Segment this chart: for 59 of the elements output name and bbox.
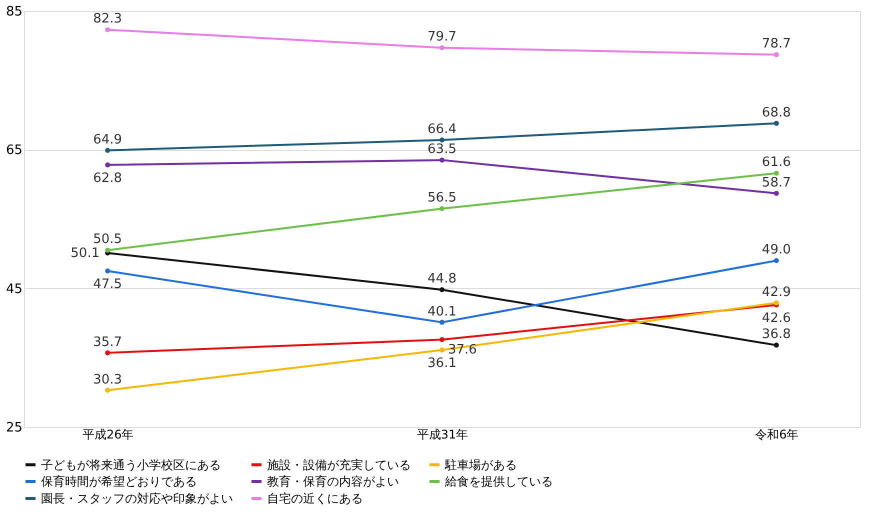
point	[774, 258, 779, 264]
data-label: 36.1	[428, 356, 456, 372]
point	[105, 148, 110, 153]
data-label: 63.5	[428, 142, 456, 158]
x-tick-label: 平成31年	[416, 428, 468, 442]
legend-label: 保育時間が希望どおりである	[41, 474, 197, 488]
point	[774, 170, 779, 176]
point	[440, 158, 444, 163]
data-label: 50.1	[70, 246, 100, 261]
data-label: 64.9	[93, 132, 122, 148]
point	[440, 45, 444, 50]
data-label: 30.3	[93, 372, 122, 388]
point	[105, 27, 110, 32]
point	[774, 120, 779, 126]
data-label: 42.9	[762, 284, 791, 300]
point	[774, 52, 779, 58]
point	[105, 248, 110, 253]
point	[440, 337, 444, 342]
legend-label: 施設・設備が充実している	[267, 458, 411, 472]
data-label: 42.6	[762, 310, 791, 326]
data-label: 62.8	[93, 170, 122, 186]
data-label: 47.5	[93, 277, 122, 292]
data-label: 36.8	[762, 327, 791, 342]
data-label: 56.5	[428, 190, 456, 206]
legend-label: 教育・保育の内容がよい	[267, 474, 399, 488]
legend-label: 給食を提供している	[444, 474, 553, 488]
y-tick-label: 85	[6, 4, 22, 20]
data-label: 58.7	[762, 175, 791, 190]
data-label: 61.6	[762, 155, 791, 170]
point	[774, 342, 779, 348]
point	[105, 162, 110, 168]
x-tick-label: 令和6年	[755, 428, 799, 442]
data-label: 82.3	[93, 12, 122, 27]
y-tick-label: 65	[6, 143, 22, 158]
data-label: 35.7	[93, 334, 122, 350]
legend-label: 子どもが将来通う小学校区にある	[41, 458, 221, 472]
point	[440, 287, 444, 292]
data-label: 40.1	[428, 304, 456, 320]
point	[440, 320, 444, 325]
data-label: 68.8	[762, 105, 791, 120]
legend-label: 自宅の近くにある	[267, 492, 363, 506]
data-label: 44.8	[428, 272, 456, 287]
legend-label: 駐車場がある	[444, 458, 517, 472]
legend-label: 園長・スタッフの対応や印象がよい	[41, 492, 233, 506]
point	[105, 268, 110, 274]
point	[440, 137, 444, 142]
x-tick-label: 平成26年	[82, 428, 134, 442]
y-tick-label: 25	[6, 420, 22, 436]
point	[440, 206, 444, 212]
data-label: 49.0	[762, 242, 791, 258]
data-label: 50.5	[93, 232, 122, 248]
data-label: 66.4	[428, 122, 456, 137]
data-label: 78.7	[762, 36, 791, 52]
y-tick-label: 45	[6, 282, 22, 297]
point	[774, 190, 779, 196]
point	[105, 388, 110, 393]
point	[440, 348, 444, 353]
data-label: 79.7	[428, 30, 456, 45]
point	[105, 350, 110, 356]
